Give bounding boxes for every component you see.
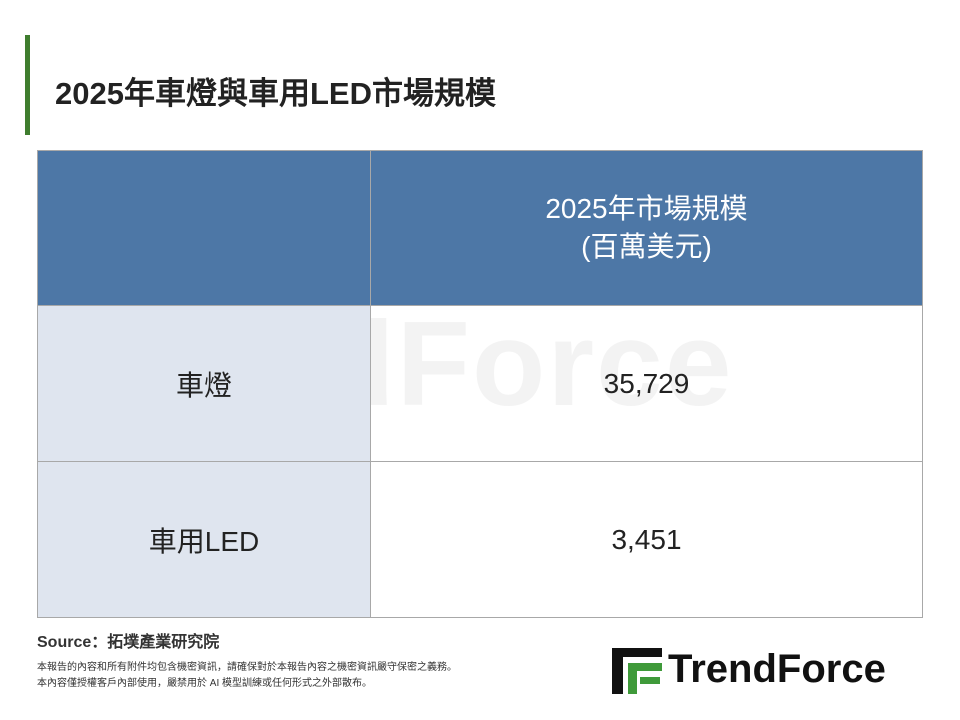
cell: 3,451 [370,461,923,618]
cell: 35,729 [370,305,923,462]
source: Source：拓墣產業研究院 [37,634,220,651]
row: 車燈 35,729 [37,305,923,462]
row-label: 車燈 [37,305,371,462]
header-line: (百萬美元) [581,231,712,262]
table: 2025年市場規模 (百萬美元) 車燈 35,729 車用LED 3,451 [37,150,923,618]
disclaimer: 本報告的內容和所有附件均包含機密資訊，請確保對於本報告內容之機密資訊嚴守保密之義… [37,662,457,673]
header-line: 2025年市場規模 [545,193,748,224]
header-cell [37,150,371,306]
title: 2025年車燈與車用LED市場規模 [55,76,496,111]
title-accent [25,35,30,135]
row-label: 車用LED [37,461,371,618]
logo-text: TrendForce [668,647,886,691]
header-cell: 2025年市場規模 (百萬美元) [370,150,923,306]
row: 車用LED 3,451 [37,461,923,618]
disclaimer: 本內容僅授權客戶內部使用，嚴禁用於 AI 模型訓練或任何形式之外部散布。 [37,678,373,689]
logo-icon [612,648,662,694]
header-row: 2025年市場規模 (百萬美元) [37,150,923,306]
